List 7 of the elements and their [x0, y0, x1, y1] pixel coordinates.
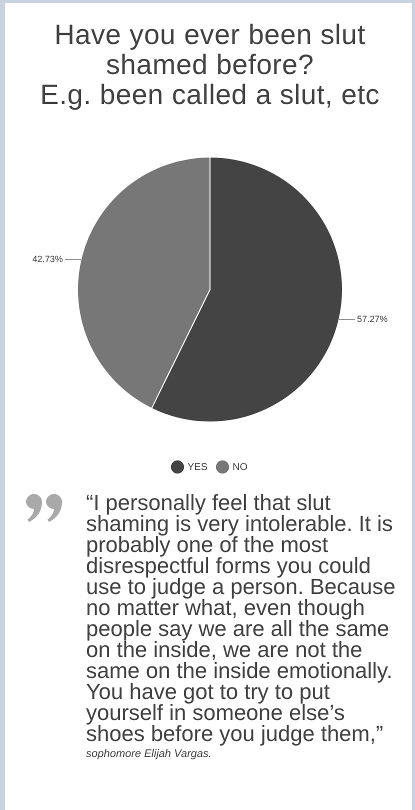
text: “I personally feel that slut shaming is very intolerable. It is probably one of the most disrespectful forms you could use to judge a person. Because no matter what, even though people say we are all the same on the inside, we are not the same on the inside emotionally. You have got to try to put yourself in someone else’s shoes before you judge them,”	[86, 490, 396, 746]
data-label: 57.27%	[357, 314, 388, 324]
chart-title: Have you ever been slut shamed before? E.g. been called a slut, etc	[39, 19, 381, 110]
legend-label: YES	[187, 462, 208, 473]
legend-label: NO	[232, 462, 248, 473]
data-label: 42.73%	[32, 254, 63, 264]
text: sophomore Elijah Vargas.	[86, 748, 212, 760]
